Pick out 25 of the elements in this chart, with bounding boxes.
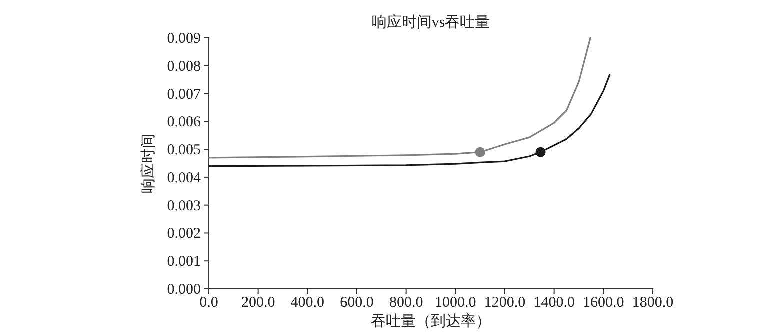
x-tick-label: 600.0: [340, 295, 374, 311]
x-axis-title: 吞吐量（到达率）: [371, 313, 491, 330]
y-axis-title: 响应时间: [140, 134, 157, 194]
y-tick-label: 0.005: [167, 142, 201, 159]
line-series: [208, 37, 592, 159]
x-tick-label: 400.0: [290, 295, 325, 311]
chart-title: 响应时间vs吞吐量: [372, 14, 490, 31]
x-tick-label: 0.0: [200, 295, 218, 311]
y-tick-label: 0.000: [167, 282, 201, 298]
y-tick-label: 0.002: [167, 226, 201, 242]
x-tick-label: 1200.0: [484, 295, 526, 311]
x-tick-label: 1000.0: [435, 295, 476, 311]
y-tick-label: 0.008: [167, 58, 201, 75]
y-tick-label: 0.001: [167, 254, 201, 270]
x-tick-label: 1800.0: [632, 295, 674, 311]
y-tick-label: 0.007: [167, 86, 202, 103]
y-tick-label: 0.006: [167, 114, 202, 131]
line-series: [208, 74, 611, 168]
y-tick-label: 0.004: [167, 170, 202, 186]
x-tick-label: 1600.0: [583, 295, 624, 311]
x-tick-label: 1400.0: [534, 295, 575, 311]
x-tick-label: 800.0: [389, 295, 424, 311]
x-tick-label: 200.0: [241, 295, 276, 311]
y-tick-label: 0.009: [167, 31, 201, 47]
y-tick-label: 0.003: [167, 198, 201, 214]
